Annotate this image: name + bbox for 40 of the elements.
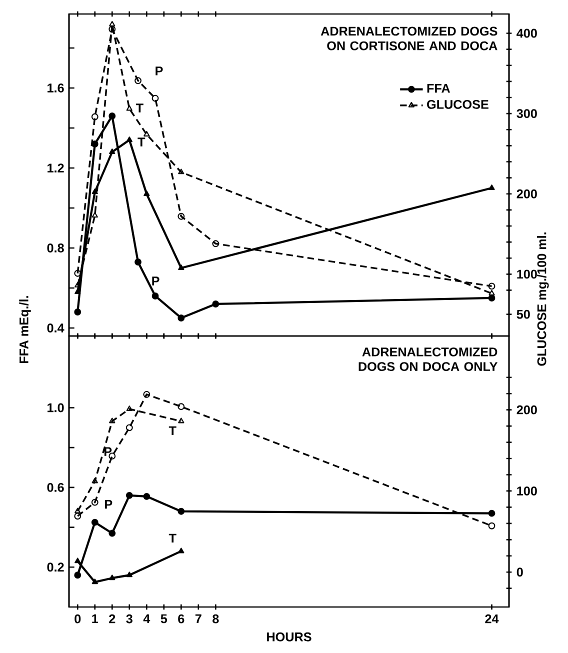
y2-tick-label: 200: [516, 405, 537, 414]
annotation: T: [138, 138, 146, 146]
text: ADRENALECTOMIZED DOGS ON DOCA ONLY: [358, 347, 498, 372]
y2-tick-label: 50: [516, 310, 530, 319]
y-tick-label: 1.0: [48, 403, 64, 412]
x-tick-label: 5: [160, 614, 168, 624]
y-tick-label: 0.8: [47, 244, 64, 252]
annotation: P: [104, 447, 112, 456]
y-tick-label: 1.6: [48, 84, 64, 92]
x-tick-label: 0: [74, 614, 81, 624]
y-tick-label: 1.2: [48, 164, 64, 172]
legend-label: GLUCOSE: [427, 100, 488, 109]
x-tick-label: 7: [195, 614, 202, 624]
y-tick-label: 0.4: [47, 324, 64, 332]
text: ADRENALECTOMIZED DOGS ON CORTISONE AND DOCA: [320, 26, 498, 50]
x-axis-title: HOURS: [267, 632, 312, 642]
y2-tick-label: 300: [516, 109, 537, 118]
y2-axis-title: GLUCOSE mg./100 ml.: [536, 232, 549, 366]
annotation: T: [136, 104, 144, 112]
x-tick-label: 4: [143, 614, 150, 624]
annotation: P: [105, 500, 112, 509]
y2-tick-label: 100: [517, 486, 537, 496]
x-tick-label: 8: [212, 614, 219, 624]
y2-tick-label: 400: [516, 28, 537, 38]
annotation: T: [168, 534, 176, 543]
legend-label: FFA: [427, 84, 450, 93]
y-tick-label: 0.2: [47, 562, 64, 572]
x-tick-label: 24: [485, 614, 499, 624]
x-tick-label: 1: [92, 614, 98, 624]
annotation: P: [156, 66, 163, 76]
y2-tick-label: 0: [516, 568, 523, 577]
annotation: T: [168, 426, 176, 436]
x-tick-label: 2: [109, 614, 116, 624]
y-tick-label: 0.6: [47, 482, 64, 492]
x-tick-label: 3: [126, 614, 132, 624]
y2-tick-label: 100: [517, 270, 537, 279]
x-tick-label: 6: [178, 614, 184, 624]
y2-tick-label: 200: [516, 189, 537, 198]
y-axis-title: FFA mEq./l.: [19, 296, 31, 364]
annotation: P: [152, 276, 160, 286]
